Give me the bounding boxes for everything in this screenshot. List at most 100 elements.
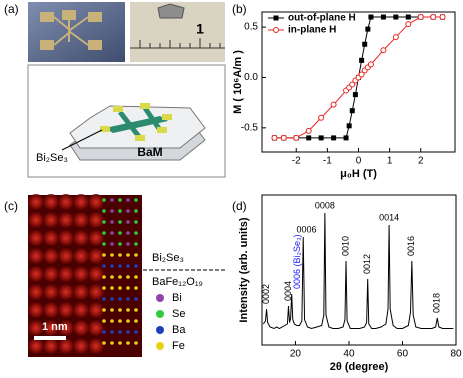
atom-glow bbox=[88, 266, 104, 282]
y-tick-label: -0.5 bbox=[241, 122, 259, 133]
marker bbox=[380, 14, 386, 20]
atom bbox=[118, 209, 122, 213]
atom bbox=[118, 264, 122, 268]
atom bbox=[110, 341, 114, 345]
atom-glow bbox=[73, 266, 89, 282]
atom bbox=[102, 341, 106, 345]
atom-glow bbox=[28, 338, 44, 354]
legend-label: Fe bbox=[172, 340, 185, 352]
atom bbox=[126, 341, 130, 345]
marker bbox=[293, 134, 300, 141]
x-tick-label: 80 bbox=[450, 349, 462, 360]
atom bbox=[126, 198, 130, 202]
y-tick-label: 0.0 bbox=[244, 72, 258, 83]
atom bbox=[126, 297, 130, 301]
legend-swatch bbox=[156, 326, 164, 334]
atom-glow bbox=[58, 320, 74, 336]
atom-glow bbox=[88, 338, 104, 354]
legend-marker bbox=[273, 15, 279, 21]
atom bbox=[118, 220, 122, 224]
atom bbox=[102, 220, 106, 224]
x-tick-label: 0 bbox=[356, 156, 362, 167]
atom bbox=[102, 264, 106, 268]
marker bbox=[349, 81, 356, 88]
atom bbox=[134, 242, 138, 246]
peak-label: 0012 bbox=[362, 254, 372, 274]
atom bbox=[126, 242, 130, 246]
peak-label: 0006 bbox=[296, 224, 316, 234]
atom-glow bbox=[58, 230, 74, 246]
atom-glow bbox=[73, 338, 89, 354]
atom-glow bbox=[58, 194, 74, 210]
atom-glow bbox=[43, 266, 59, 282]
marker bbox=[362, 41, 368, 47]
atom-glow bbox=[28, 320, 44, 336]
atom-glow bbox=[28, 266, 44, 282]
scale-bar-label: 1 nm bbox=[42, 321, 68, 333]
legend-label: out-of-plane H bbox=[288, 13, 356, 24]
atom-glow bbox=[58, 266, 74, 282]
x-tick-label: 40 bbox=[343, 349, 355, 360]
legend-label: Se bbox=[172, 308, 185, 320]
atom-glow bbox=[73, 320, 89, 336]
atom bbox=[110, 264, 114, 268]
legend-swatch bbox=[156, 342, 164, 350]
atom bbox=[110, 275, 114, 279]
legend-swatch bbox=[156, 310, 164, 318]
atom bbox=[110, 198, 114, 202]
marker bbox=[393, 14, 399, 20]
marker bbox=[331, 135, 337, 141]
marker bbox=[349, 108, 355, 114]
atom-glow bbox=[43, 212, 59, 228]
atom bbox=[134, 275, 138, 279]
marker bbox=[318, 114, 325, 121]
atom bbox=[134, 286, 138, 290]
layer-label: BaFe₁₂O₁₉ bbox=[152, 276, 203, 288]
atom bbox=[134, 198, 138, 202]
x-tick-label: 20 bbox=[290, 349, 302, 360]
atom bbox=[110, 231, 114, 235]
atom-glow bbox=[43, 194, 59, 210]
marker bbox=[430, 14, 437, 21]
atom-glow bbox=[28, 302, 44, 318]
atom bbox=[134, 297, 138, 301]
atom bbox=[118, 330, 122, 334]
series-line bbox=[262, 212, 454, 330]
atom bbox=[102, 198, 106, 202]
x-tick-label: 1 bbox=[387, 156, 393, 167]
peak-label: 0004 bbox=[283, 281, 293, 301]
atom-glow bbox=[88, 248, 104, 264]
atom-glow bbox=[73, 194, 89, 210]
legend-marker bbox=[273, 27, 279, 33]
atom bbox=[118, 198, 122, 202]
marker bbox=[365, 26, 371, 32]
atom bbox=[118, 253, 122, 257]
atom bbox=[126, 231, 130, 235]
substrate-label: BaM bbox=[137, 145, 162, 159]
atom bbox=[102, 297, 106, 301]
marker bbox=[380, 47, 387, 54]
atom bbox=[102, 231, 106, 235]
x-axis-label: 2θ (degree) bbox=[330, 361, 389, 373]
atom bbox=[110, 209, 114, 213]
atom bbox=[126, 220, 130, 224]
atom bbox=[110, 308, 114, 312]
atom bbox=[134, 231, 138, 235]
atom bbox=[118, 231, 122, 235]
atom bbox=[126, 319, 130, 323]
photo-device bbox=[28, 2, 125, 62]
x-tick-label: -1 bbox=[323, 156, 332, 167]
marker bbox=[318, 135, 324, 141]
atom-glow bbox=[88, 212, 104, 228]
atom bbox=[110, 253, 114, 257]
atom-glow bbox=[73, 248, 89, 264]
atom-glow bbox=[73, 302, 89, 318]
atom-glow bbox=[28, 230, 44, 246]
atom-glow bbox=[28, 194, 44, 210]
plot-frame bbox=[261, 194, 457, 346]
atom bbox=[110, 242, 114, 246]
y-tick-label: 0.5 bbox=[244, 22, 258, 33]
atom bbox=[134, 209, 138, 213]
atom bbox=[134, 341, 138, 345]
